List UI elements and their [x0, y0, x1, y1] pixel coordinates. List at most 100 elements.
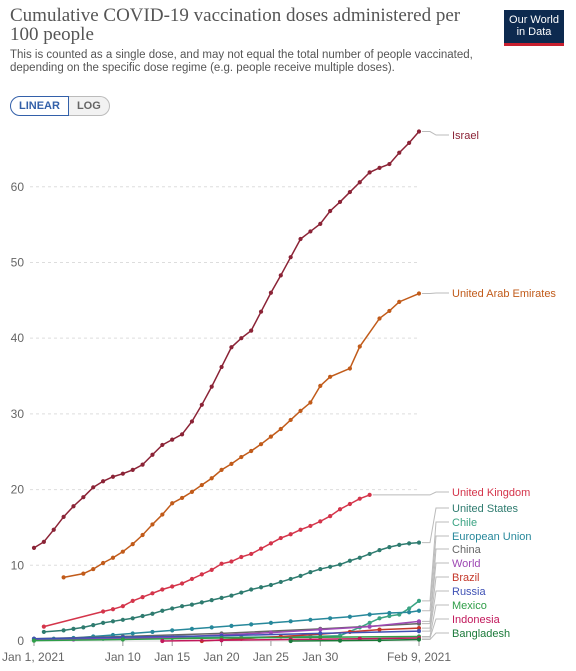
data-point [160, 587, 165, 592]
data-point [199, 482, 204, 488]
data-point [101, 479, 106, 484]
series-line[interactable] [290, 638, 420, 642]
data-point [101, 620, 106, 625]
data-point [288, 417, 293, 423]
data-point [328, 616, 333, 621]
data-point [150, 452, 155, 457]
data-point [268, 541, 274, 546]
data-point [150, 522, 155, 527]
data-point [367, 492, 372, 497]
y-tick-label: 40 [11, 331, 25, 345]
data-point [407, 606, 412, 611]
data-point [239, 454, 244, 460]
data-point [278, 426, 283, 432]
y-tick-label: 0 [17, 634, 24, 648]
data-point [110, 619, 116, 624]
data-point [258, 585, 264, 590]
data-point [337, 199, 343, 205]
series-label[interactable]: European Union [452, 531, 532, 543]
series-group[interactable] [41, 492, 372, 629]
data-point [397, 299, 402, 304]
data-point [288, 619, 293, 624]
data-point [357, 180, 362, 185]
data-point [170, 437, 175, 442]
series-group[interactable] [288, 637, 422, 644]
owid-logo[interactable]: Our World in Data [504, 10, 564, 46]
data-point [377, 616, 382, 621]
data-point [219, 595, 224, 600]
series-label[interactable]: Chile [452, 517, 477, 529]
data-point [199, 572, 204, 577]
label-leader-line [422, 131, 449, 136]
data-point [61, 514, 66, 519]
series-group[interactable] [61, 291, 422, 580]
data-point [298, 527, 303, 532]
series-label[interactable]: Russia [452, 586, 487, 598]
series-label[interactable]: Indonesia [452, 614, 501, 626]
series-label[interactable]: Brazil [452, 572, 480, 584]
data-point [407, 541, 412, 546]
series-label[interactable]: United Arab Emirates [452, 288, 556, 300]
data-point [249, 551, 254, 557]
data-point [209, 625, 214, 630]
data-point [387, 610, 392, 616]
linear-scale-button[interactable]: LINEAR [10, 96, 69, 116]
label-leader-line [422, 632, 449, 640]
y-tick-label: 20 [11, 483, 25, 497]
data-point [61, 575, 66, 580]
series-label[interactable]: China [452, 544, 482, 556]
data-point [268, 620, 274, 625]
data-point [140, 462, 145, 467]
data-point [51, 527, 56, 532]
series-line[interactable] [33, 131, 420, 549]
data-point [120, 637, 125, 642]
data-point [229, 593, 234, 598]
data-point [416, 629, 422, 634]
label-leader-line [422, 604, 449, 637]
data-point [91, 485, 96, 490]
chart-subtitle: This is counted as a single dose, and ma… [10, 49, 473, 74]
label-leader-line [422, 548, 449, 625]
series-label[interactable]: Bangladesh [452, 628, 510, 640]
data-point [209, 384, 214, 389]
series-label[interactable]: United Kingdom [452, 487, 530, 499]
data-point [268, 290, 274, 295]
data-point [150, 591, 155, 596]
series-label[interactable]: Mexico [452, 600, 487, 612]
series-label[interactable]: Israel [452, 130, 479, 142]
data-point [209, 476, 214, 481]
series-group[interactable] [41, 540, 422, 635]
data-point [170, 501, 175, 506]
data-point [416, 291, 422, 296]
data-point [219, 364, 224, 370]
data-point [308, 229, 313, 234]
series-line[interactable] [43, 541, 420, 633]
label-leader-line [372, 491, 449, 496]
data-point [249, 448, 254, 454]
series-line[interactable] [43, 494, 370, 628]
data-point [367, 620, 372, 625]
data-point [337, 638, 343, 643]
data-point [318, 519, 323, 524]
series-label[interactable]: United States [452, 503, 519, 515]
data-point [189, 576, 195, 582]
y-tick-label: 10 [11, 558, 25, 572]
data-point [278, 579, 283, 585]
data-point [101, 560, 106, 566]
data-point [170, 628, 175, 633]
data-point [209, 567, 214, 572]
data-point [377, 627, 382, 632]
data-point [318, 635, 323, 640]
series-group[interactable] [31, 129, 422, 550]
data-point [308, 400, 313, 405]
data-point [347, 614, 352, 619]
x-tick-label: Jan 10 [105, 650, 141, 664]
label-leader-line [422, 535, 449, 612]
data-point [179, 432, 185, 437]
log-scale-button[interactable]: LOG [68, 96, 110, 116]
data-point [328, 513, 333, 519]
data-point [91, 566, 96, 572]
data-point [219, 467, 224, 473]
data-point [328, 564, 333, 569]
series-label[interactable]: World [452, 558, 481, 570]
